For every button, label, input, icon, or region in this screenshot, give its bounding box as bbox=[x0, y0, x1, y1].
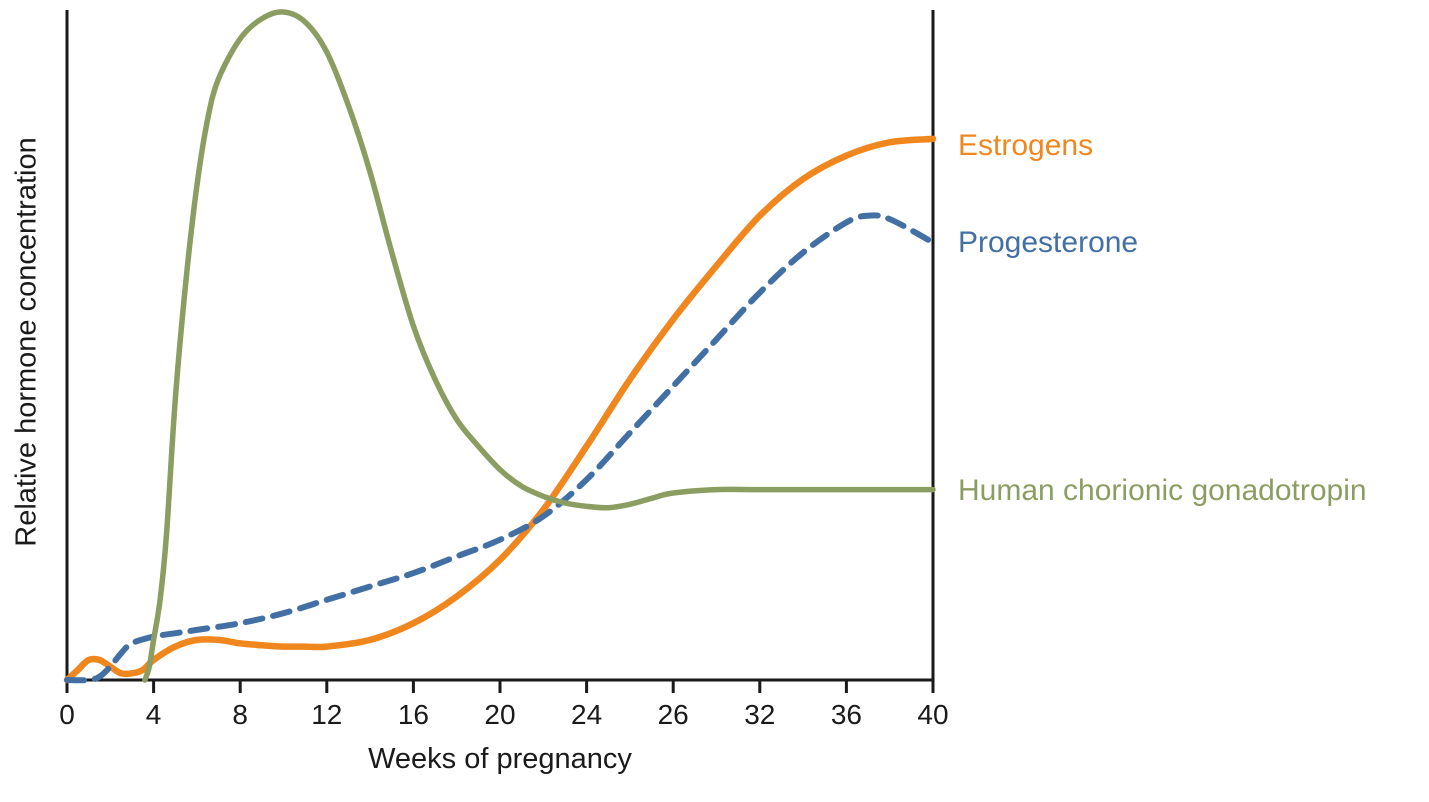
x-tick-label: 12 bbox=[311, 699, 342, 730]
estrogens-curve bbox=[63, 135, 937, 684]
x-tick-label: 8 bbox=[232, 699, 248, 730]
progesterone-curve bbox=[64, 212, 936, 684]
x-tick-label: 20 bbox=[484, 699, 515, 730]
x-tick-label: 40 bbox=[917, 699, 948, 730]
x-tick-label: 4 bbox=[146, 699, 162, 730]
x-tick-label: 36 bbox=[831, 699, 862, 730]
x-tick-label: 0 bbox=[59, 699, 75, 730]
x-axis-label: Weeks of pregnancy bbox=[368, 743, 632, 775]
x-tick-label: 26 bbox=[658, 699, 689, 730]
human-chorionic-gonadotropin-curve bbox=[142, 9, 936, 683]
x-tick-label: 24 bbox=[571, 699, 602, 730]
x-tick-label: 32 bbox=[744, 699, 775, 730]
legend-estrogens: Estrogens bbox=[958, 129, 1094, 162]
y-axis-label: Relative hormone concentration bbox=[10, 137, 43, 547]
legend-progesterone: Progesterone bbox=[958, 226, 1139, 259]
legend-hcg: Human chorionic gonadotropin bbox=[958, 474, 1367, 507]
x-tick-label: 16 bbox=[398, 699, 429, 730]
